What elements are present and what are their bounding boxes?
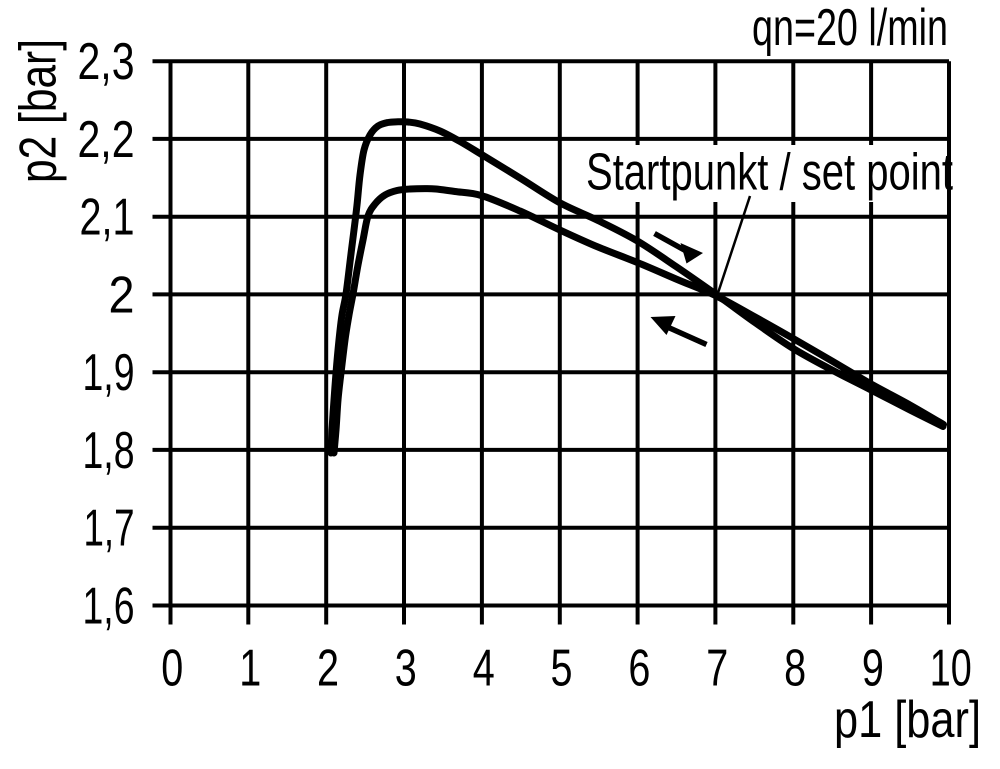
svg-text:7: 7 — [706, 640, 728, 698]
svg-text:0: 0 — [161, 640, 183, 698]
svg-text:2,1: 2,1 — [80, 189, 135, 247]
svg-text:2,2: 2,2 — [78, 111, 135, 169]
svg-text:2: 2 — [317, 640, 339, 698]
svg-text:2: 2 — [109, 266, 135, 324]
svg-text:10: 10 — [930, 640, 972, 698]
svg-text:1,8: 1,8 — [83, 422, 135, 480]
svg-text:3: 3 — [395, 640, 417, 698]
svg-text:1,7: 1,7 — [84, 500, 135, 558]
svg-text:p1 [bar]: p1 [bar] — [834, 691, 981, 749]
svg-text:6: 6 — [628, 640, 650, 698]
svg-text:4: 4 — [473, 640, 495, 698]
svg-text:5: 5 — [551, 640, 573, 698]
svg-text:8: 8 — [784, 640, 806, 698]
svg-text:9: 9 — [862, 640, 884, 698]
svg-text:1: 1 — [239, 640, 261, 698]
svg-text:1,9: 1,9 — [83, 344, 135, 402]
svg-text:1,6: 1,6 — [83, 578, 135, 636]
svg-text:p2 [bar]: p2 [bar] — [10, 39, 68, 183]
svg-text:qn=20 l/min: qn=20 l/min — [752, 0, 948, 57]
svg-text:Startpunkt / set point: Startpunkt / set point — [586, 144, 953, 202]
svg-text:2,3: 2,3 — [78, 33, 135, 91]
